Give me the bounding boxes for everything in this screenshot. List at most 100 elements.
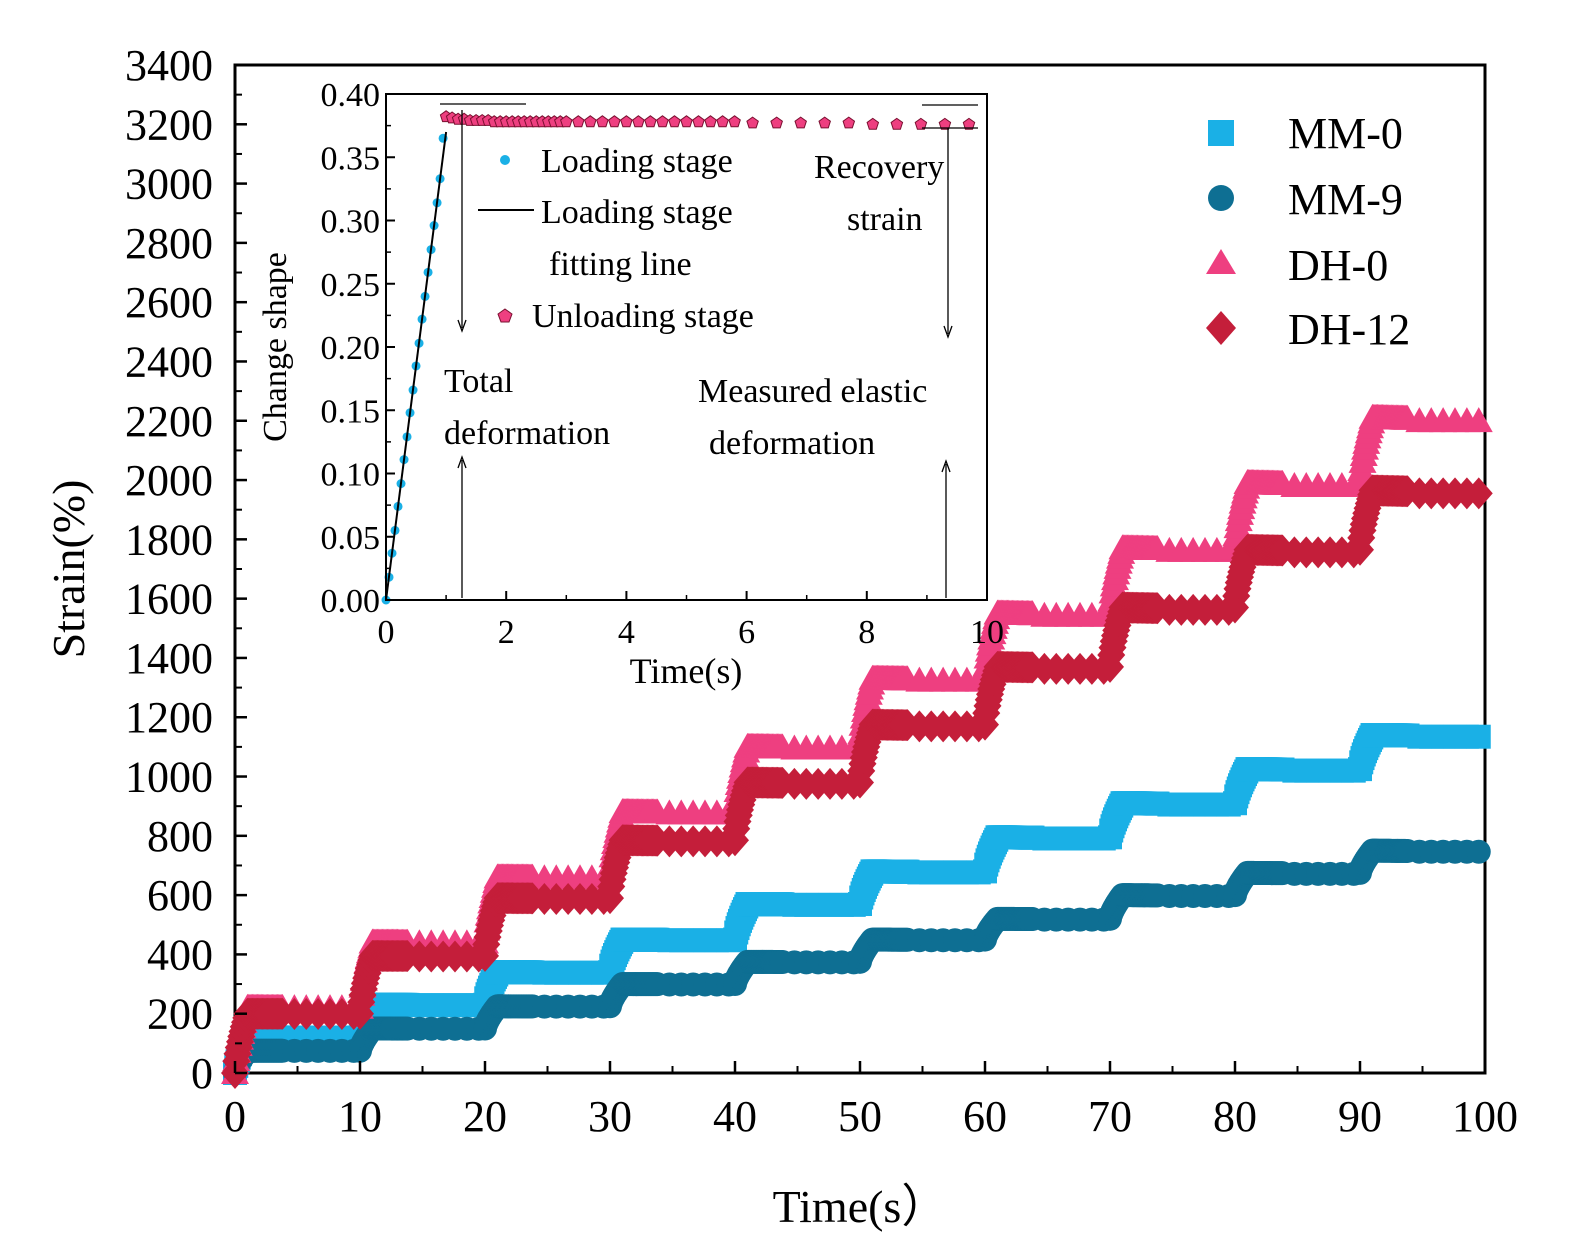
inset-y-tick-label: 0.20 [321,330,381,367]
inset-point-unloading [794,116,807,129]
main-x-tick-label: 20 [463,1092,507,1141]
main-x-tick-label: 50 [838,1092,882,1141]
main-y-tick-label: 3200 [125,100,213,149]
main-x-tick-label: 70 [1088,1092,1132,1141]
inset-y-tick-label: 0.40 [321,77,381,114]
point-mm-9 [1466,839,1491,864]
inset-point-unloading [560,115,573,128]
inset-y-tick-label: 0.00 [321,583,381,620]
main-y-tick-label: 1800 [125,515,213,564]
main-data-marks [221,403,1493,1089]
main-x-tick-label: 100 [1452,1092,1518,1141]
inset-x-tick-label: 8 [858,614,875,651]
inset-x-tick-label: 10 [970,614,1004,651]
annot-elastic-2: deformation [709,425,875,462]
inset-point-unloading [914,117,928,130]
series-mm-9 [223,838,1491,1085]
main-axes: 0 10 20 30 40 50 60 70 80 90 100020040060080010001… [125,41,1518,1141]
inset-legend-unloading: Unloading stage [532,298,754,335]
main-y-tick-label: 2000 [125,456,213,505]
inset-point-unloading [596,115,609,128]
inset-y-tick-label: 0.05 [321,520,381,557]
annot-recovery-1: Recovery [814,149,944,186]
inset-axes: 0 2 4 6 8 10 0.00 0.05 0.10 0.15 0.20 0.25 0.30 0.35 0… [321,77,1005,651]
point-dh-12 [1464,477,1493,510]
legend-label-dh-0: DH-0 [1288,241,1388,290]
inset-x-tick-label: 2 [498,614,515,651]
main-x-tick-label: 0 [224,1092,246,1141]
inset-point-unloading [656,115,669,128]
inset-point-unloading [866,117,880,130]
main-x-tick-label: 80 [1213,1092,1257,1141]
inset-point-unloading [668,115,681,128]
inset-point-unloading [644,115,657,128]
main-y-tick-label: 2200 [125,397,213,446]
legend-marker-mm-9 [1208,185,1234,211]
main-y-tick-label: 1400 [125,634,213,683]
inset-point-unloading [716,115,729,128]
inset-legend-marker-unloading [497,308,513,323]
annot-total-1: Total [444,363,513,400]
inset-background [386,94,987,600]
annot-recovery-2: strain [847,201,923,238]
inset-series-unloading-stage [439,110,976,130]
main-y-tick-label: 3000 [125,160,213,209]
inset-y-tick-label: 0.10 [321,457,381,494]
inset-legend-fit-1: Loading stage [541,194,733,231]
inset-y-tick-label: 0.25 [321,267,381,304]
annot-arrows [440,103,978,598]
annot-total-2: deformation [444,415,610,452]
inset-point-unloading [572,115,585,128]
inset-y-tick-label: 0.35 [321,140,381,177]
main-x-tick-label: 60 [963,1092,1007,1141]
main-y-tick-label: 1600 [125,575,213,624]
main-y-tick-label: 2800 [125,219,213,268]
legend-label-mm-0: MM-0 [1288,109,1403,158]
inset-point-unloading [746,116,759,129]
inset-series-loading-stage-fitting-line [385,131,448,601]
point-mm-0 [1466,724,1491,749]
main-y-tick-label: 1000 [125,753,213,802]
inset-point-unloading [818,116,831,129]
main-x-tick-label: 30 [588,1092,632,1141]
main-x-tick-label: 10 [338,1092,382,1141]
main-x-tick-label: 40 [713,1092,757,1141]
main-y-tick-label: 2400 [125,337,213,386]
inset-point-unloading [842,116,856,129]
inset-point-unloading [692,115,705,128]
inset-point-unloading [728,115,741,128]
inset-legend-fit-2: fitting line [549,246,692,283]
inset-point-unloading [608,115,621,128]
inset-y-tick-label: 0.30 [321,204,381,241]
inset-point-unloading [680,115,693,128]
main-legend: MM-0 MM-9 DH-0 DH-12 [1206,109,1410,354]
main-y-tick-label: 0 [191,1049,213,1098]
legend-marker-dh-0 [1206,249,1236,274]
inset-point-unloading [770,116,783,129]
inset-y-axis-title: Change shape [257,252,294,442]
inset-legend-loading: Loading stage [541,143,733,180]
main-y-tick-label: 400 [147,930,213,979]
inset-x-tick-label: 4 [618,614,635,651]
legend-marker-dh-12 [1206,311,1236,345]
point-dh-0 [1464,407,1493,433]
inset-point-unloading [620,115,633,128]
inset-chart: 0 2 4 6 8 10 0.00 0.05 0.10 0.15 0.20 0.25 0.30 0.35 0… [257,77,1004,691]
legend-marker-mm-0 [1208,120,1234,146]
inset-legend-marker-loading [500,155,510,165]
main-x-axis-title: Time(s） [773,1181,948,1232]
inset-point-unloading [704,115,717,128]
arrow-total-down-head [457,319,467,333]
inset-data-marks [381,110,976,605]
main-y-tick-label: 200 [147,990,213,1039]
main-y-axis-title: Strain(%) [43,480,94,659]
series-dh-12 [221,474,1493,1089]
inset-point-unloading [962,117,976,130]
inset-x-tick-label: 0 [378,614,395,651]
main-y-tick-label: 3400 [125,41,213,90]
inset-x-axis-title: Time(s) [630,651,743,691]
main-y-tick-label: 800 [147,812,213,861]
main-x-tick-label: 90 [1338,1092,1382,1141]
inset-point-unloading [584,115,597,128]
